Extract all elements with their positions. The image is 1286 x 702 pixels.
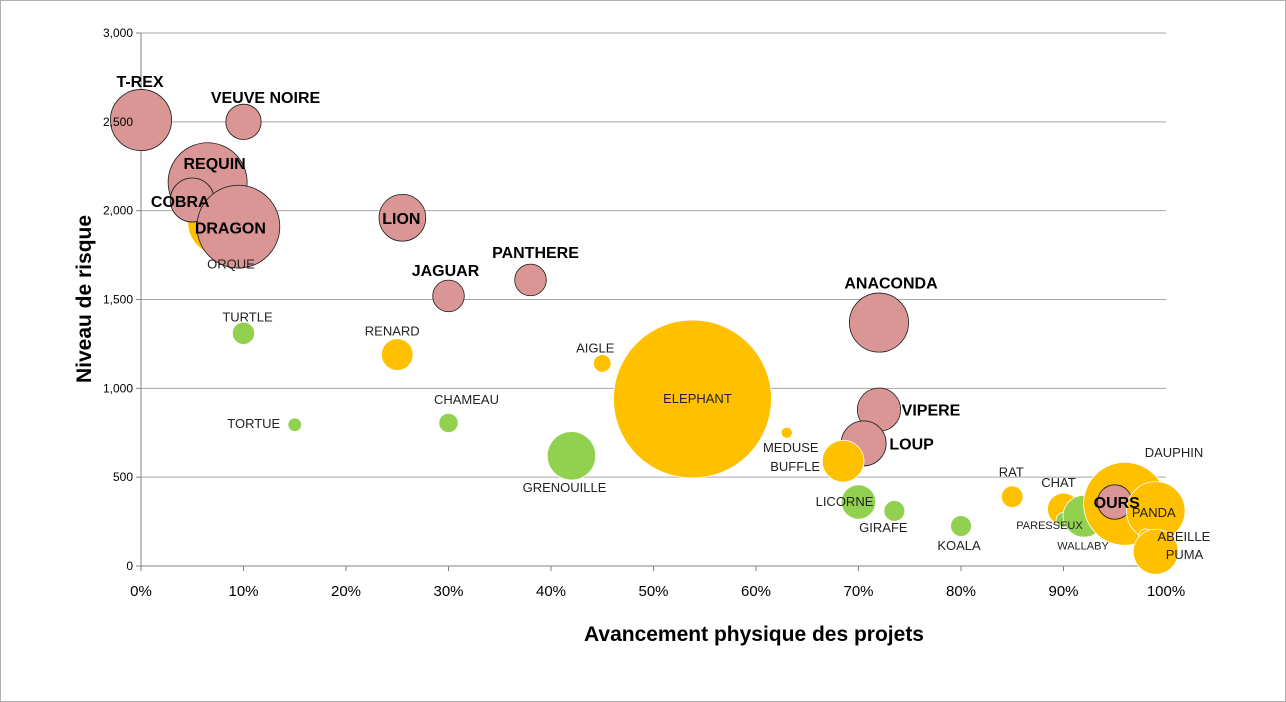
label-meduse: MEDUSE [763,440,819,455]
y-tick-label: 3,000 [103,26,133,40]
x-tick-label: 50% [638,583,668,600]
x-tick-label: 60% [741,583,771,600]
y-tick-label: 500 [113,470,133,484]
bubble-dragon [196,184,281,269]
bubble-turtle [231,321,256,345]
bubble-licorne [840,484,877,520]
label-t-rex: T-REX [116,74,163,91]
label-turtle: TURTLE [222,309,273,324]
gridlines [141,32,1166,478]
bubble-veuve-noire [225,103,262,140]
bubble-rat [1001,485,1024,508]
bubble-elephant [613,319,772,479]
bubble-koala [950,515,972,537]
bubble-panthere [514,263,547,297]
label-chameau: CHAMEAU [434,392,499,407]
label-aigle: AIGLE [576,340,615,355]
bubble-buffle [821,439,865,483]
label-panda: PANDA [1132,505,1176,520]
label-buffle: BUFFLE [770,459,820,474]
label-loup: LOUP [889,436,934,453]
label-wallaby: WALLABY [1057,540,1109,552]
bubble-anaconda [849,292,909,353]
x-tick-label: 90% [1048,583,1078,600]
label-vipere: VIPERE [902,403,961,420]
x-tick-label: 40% [536,583,566,600]
label-panthere: PANTHERE [492,245,579,262]
x-tick-label: 80% [946,583,976,600]
label-lion: LION [382,211,420,228]
y-tick-label: 1,500 [103,293,133,307]
label-abeille: ABEILLE [1158,529,1211,544]
x-tick-label: 0% [130,583,152,600]
label-paresseux: PARESSEUX [1016,520,1083,532]
label-elephant: ELEPHANT [663,391,732,406]
bubble-labels: ORQUE REQUIN T-REX VEUVE NOIRE COBRA DRAGON LI… [116,74,1210,562]
tick-labels: 0 500 1,000 1,500 2,000 2,500 3,000 0% 10% 20% 30%… [103,26,1185,600]
bubble-jaguar [432,279,465,313]
label-orque: ORQUE [207,256,255,271]
bubble-grenouille [546,431,597,481]
x-tick-label: 10% [228,583,258,600]
bubble-lion [378,194,427,242]
bubble-chameau [438,412,459,434]
label-koala: KOALA [937,538,981,553]
bubbles [110,89,1186,575]
bubble-girafe [883,500,906,522]
bubble-renard [381,338,414,371]
y-tick-label: 1,000 [103,381,133,395]
y-axis-title: Niveau de risque [73,215,96,383]
label-jaguar: JAGUAR [412,263,480,280]
x-tick-label: 70% [843,583,873,600]
bubble-meduse [780,426,793,439]
bubble-puma [1132,528,1179,575]
label-anaconda: ANACONDA [844,276,938,293]
label-grenouille: GRENOUILLE [523,480,607,495]
label-licorne: LICORNE [816,494,874,509]
label-dauphin: DAUPHIN [1145,445,1204,460]
label-dragon: DRAGON [195,221,266,238]
label-ours: OURS [1094,495,1141,512]
label-girafe: GIRAFE [859,520,908,535]
x-axis-title: Avancement physique des projets [584,623,924,646]
label-requin: REQUIN [184,156,246,173]
y-tick-label: 2,500 [103,115,133,129]
bubble-aigle [593,354,612,373]
label-renard: RENARD [365,324,420,339]
label-rat: RAT [999,465,1024,480]
x-tick-label: 20% [331,583,361,600]
x-tick-label: 30% [433,583,463,600]
y-tick-label: 2,000 [103,204,133,218]
x-tick-label: 100% [1147,583,1185,600]
label-puma: PUMA [1166,547,1204,562]
bubble-tortue [287,417,302,432]
label-cobra: COBRA [151,194,210,211]
label-chat: CHAT [1041,475,1075,490]
y-tick-label: 0 [126,559,133,573]
label-tortue: TORTUE [227,416,280,431]
label-veuve-noire: VEUVE NOIRE [211,90,321,107]
bubble-t-rex [110,89,172,152]
